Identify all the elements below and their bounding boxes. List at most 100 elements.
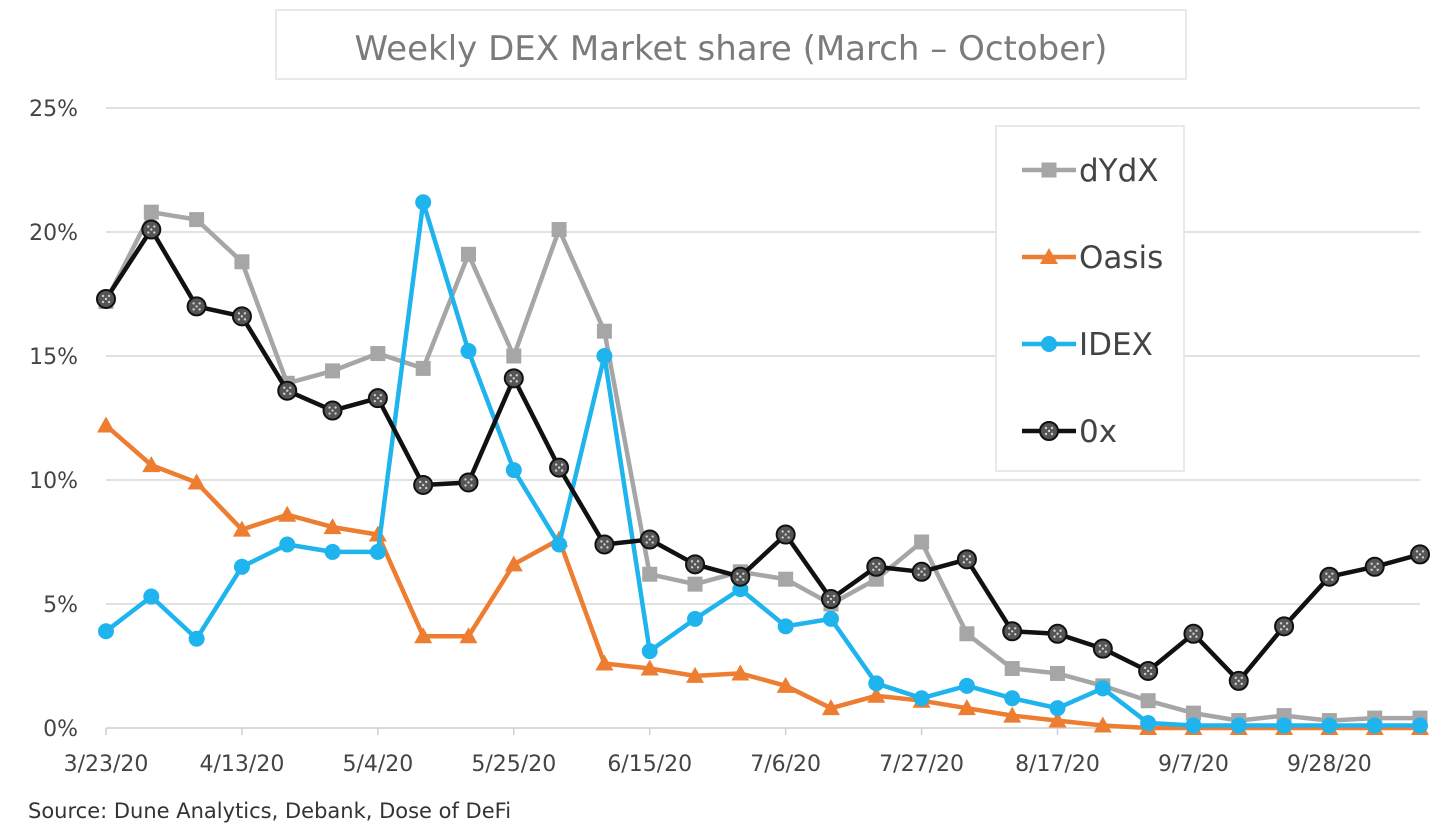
legend-box: [995, 125, 1185, 472]
y-tick-label: 5%: [43, 593, 78, 618]
point-0x: [775, 524, 796, 545]
point-0x: [1228, 670, 1249, 691]
point-idex: [460, 343, 477, 360]
x-tick-label: 9/7/20: [1158, 752, 1229, 777]
point-dydx: [642, 566, 658, 582]
point-oasis: [232, 520, 251, 537]
point-oasis: [1048, 711, 1067, 728]
series-dydx: [98, 204, 1428, 729]
point-idex: [1230, 717, 1247, 734]
point-0x: [458, 472, 479, 493]
point-idex: [369, 543, 386, 560]
point-idex: [1049, 700, 1066, 717]
y-tick-label: 0%: [43, 717, 78, 742]
point-dydx: [325, 363, 341, 379]
point-oasis: [821, 699, 840, 716]
point-0x: [685, 554, 706, 575]
point-idex: [233, 558, 250, 575]
point-dydx: [1185, 705, 1201, 721]
point-oasis: [957, 699, 976, 716]
legend-entry-0x: 0x: [1022, 414, 1117, 450]
point-idex: [641, 643, 658, 660]
x-tick-label: 7/6/20: [750, 752, 821, 777]
point-0x: [639, 529, 660, 550]
y-axis-tick-labels: 0% 5% 10% 15% 20% 25%: [29, 97, 78, 742]
point-0x: [956, 549, 977, 570]
x-axis: 3/23/20 4/13/20 5/4/20 5/25/20 6/15/20 7/6/20…: [64, 728, 1372, 777]
legend-marker: [1040, 248, 1058, 264]
legend-label: IDEX: [1079, 327, 1153, 363]
point-0x: [367, 388, 388, 409]
legend-entry-idex: IDEX: [1022, 327, 1153, 363]
point-dydx: [1050, 665, 1066, 681]
point-oasis: [278, 505, 297, 522]
y-gridlines: [106, 107, 1420, 729]
point-oasis: [867, 686, 886, 703]
point-dydx: [687, 576, 703, 592]
point-dydx: [506, 348, 522, 364]
point-oasis: [368, 525, 387, 542]
point-dydx: [370, 346, 386, 362]
point-idex: [822, 610, 839, 627]
point-idex: [1004, 690, 1021, 707]
x-tick-label: 4/13/20: [200, 752, 285, 777]
point-dydx: [415, 360, 431, 376]
point-0x: [1183, 623, 1204, 644]
point-0x: [1138, 660, 1159, 681]
point-idex: [1276, 717, 1293, 734]
point-dydx: [596, 323, 612, 339]
point-0x: [186, 296, 207, 317]
point-oasis: [595, 654, 614, 671]
point-0x: [96, 288, 116, 309]
point-0x: [1002, 621, 1023, 642]
point-idex: [913, 690, 930, 707]
legend-entry-dydx: dYdX: [1022, 153, 1159, 189]
point-oasis: [731, 664, 750, 681]
point-0x: [594, 534, 615, 555]
y-tick-label: 15%: [29, 345, 78, 370]
point-dydx: [959, 626, 975, 642]
point-oasis: [323, 518, 342, 535]
point-idex: [1185, 717, 1202, 734]
point-dydx: [914, 534, 930, 550]
line-0x: [104, 227, 1421, 684]
x-tick-label: 3/23/20: [64, 752, 149, 777]
legend: dYdX Oasis IDEX 0x: [1022, 153, 1163, 450]
source-note: Source: Dune Analytics, Debank, Dose of …: [28, 799, 511, 823]
point-dydx: [551, 222, 567, 238]
point-0x: [1319, 566, 1340, 587]
point-oasis: [640, 659, 659, 676]
point-0x: [413, 474, 434, 495]
x-tick-label: 6/15/20: [607, 752, 692, 777]
x-tick-label: 5/25/20: [471, 752, 556, 777]
legend-label: dYdX: [1079, 153, 1159, 189]
point-idex: [324, 543, 341, 560]
y-tick-label: 20%: [29, 221, 78, 246]
point-oasis: [459, 627, 478, 644]
x-tick-label: 5/4/20: [342, 752, 413, 777]
point-oasis: [686, 666, 705, 683]
series-0x: [96, 219, 1430, 691]
point-dydx: [1140, 693, 1156, 709]
legend-label: 0x: [1079, 414, 1117, 450]
point-oasis: [97, 416, 115, 433]
y-tick-label: 10%: [29, 469, 78, 494]
series-layer: [96, 194, 1430, 735]
point-oasis: [1093, 716, 1112, 733]
point-0x: [1047, 623, 1068, 644]
y-tick-label: 25%: [29, 97, 78, 122]
line-idex: [104, 199, 1420, 728]
point-0x: [503, 368, 524, 389]
point-idex: [98, 623, 114, 640]
point-idex: [1412, 717, 1428, 734]
legend-marker: [1041, 336, 1057, 352]
x-tick-label: 9/28/20: [1287, 752, 1372, 777]
point-idex: [1366, 717, 1383, 734]
chart-title: Weekly DEX Market share (March – October…: [355, 29, 1108, 69]
point-idex: [143, 588, 160, 605]
x-tick-label: 7/27/20: [879, 752, 964, 777]
series-idex: [98, 194, 1428, 734]
point-oasis: [414, 627, 433, 644]
point-0x: [141, 219, 162, 240]
point-dydx: [143, 204, 159, 220]
